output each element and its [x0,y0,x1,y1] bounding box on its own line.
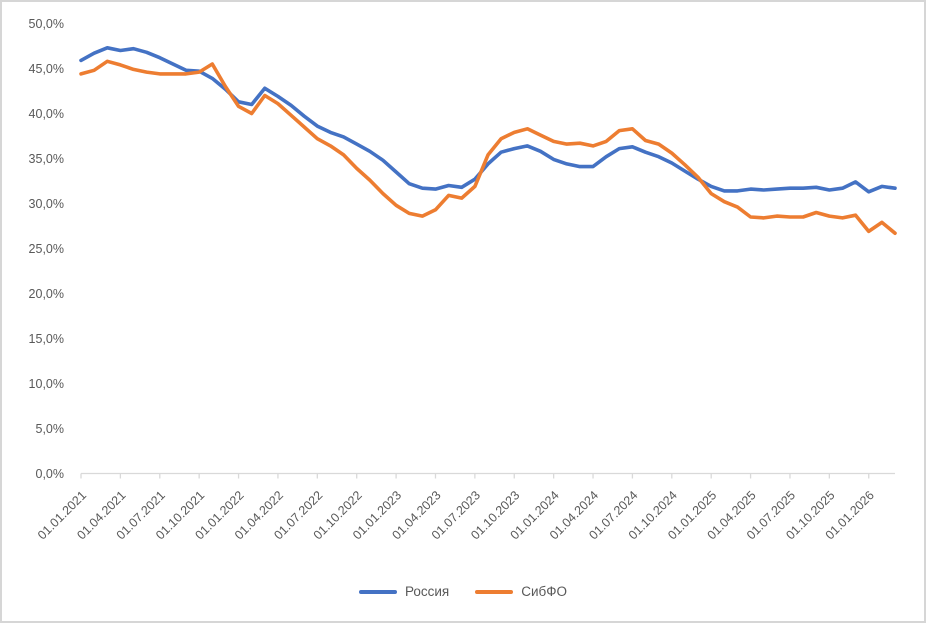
chart-legend: Россия СибФО [2,584,924,599]
legend-line-swatch-russia [358,589,397,594]
series-line-russia[interactable] [79,45,897,194]
y-axis-tick-label: 40,0% [29,107,64,121]
y-axis-tick-label: 15,0% [29,332,64,346]
y-axis-tick-label: 0,0% [36,467,65,481]
legend-item-russia[interactable]: Россия [358,584,450,599]
legend-label-russia: Россия [404,584,450,599]
y-axis-tick-label: 30,0% [29,197,64,211]
y-axis-tick-label: 20,0% [29,287,64,301]
y-axis-tick-label: 25,0% [29,242,64,256]
legend-line-swatch-sibfo [475,589,514,594]
legend-label-sibfo: СибФО [521,584,568,599]
y-axis-tick-label: 45,0% [29,62,64,76]
y-axis-tick-label: 10,0% [29,377,64,391]
legend-item-sibfo[interactable]: СибФО [475,584,567,599]
series-line-sibfo[interactable] [79,59,897,235]
y-axis-tick-label: 35,0% [29,152,64,166]
y-axis-tick-label: 5,0% [36,422,65,436]
y-axis-tick-label: 50,0% [29,17,64,31]
